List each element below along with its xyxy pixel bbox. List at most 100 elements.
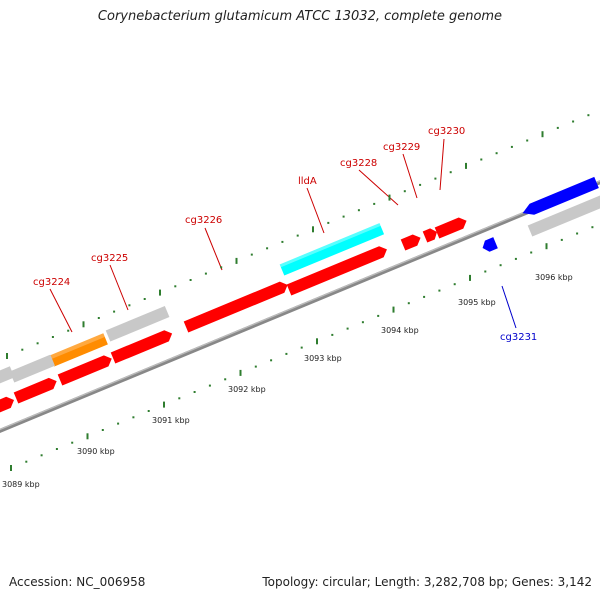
minor-tick (499, 264, 502, 267)
gene-leader-line (501, 285, 517, 329)
gene-reverse-arrow[interactable] (520, 176, 599, 219)
minor-tick (403, 190, 406, 193)
gene-feature-highlight (49, 333, 105, 360)
major-tick (541, 131, 544, 138)
genome-backbone (0, 117, 600, 435)
gene-label-llda[interactable]: lldA (298, 176, 317, 187)
kbp-label-3093: 3093 kbp (304, 354, 342, 363)
minor-tick (495, 152, 498, 155)
gene-cg3229-arrow[interactable] (422, 226, 440, 243)
minor-tick (36, 342, 39, 345)
minor-tick (484, 270, 487, 273)
minor-tick (331, 333, 334, 336)
gene-leader-line (204, 227, 223, 271)
minor-tick (556, 126, 559, 129)
minor-tick (419, 183, 422, 186)
major-tick (10, 465, 12, 471)
gene-cg3228-arrow[interactable] (400, 232, 423, 251)
major-tick (163, 401, 165, 408)
major-tick (239, 369, 242, 376)
gene-cg3226-arrow[interactable] (183, 279, 290, 333)
forward-tick-ring (6, 114, 590, 359)
kbp-label-3096: 3096 kbp (535, 273, 573, 282)
gene-label-cg3226[interactable]: cg3226 (185, 215, 222, 226)
major-tick (469, 274, 471, 281)
minor-tick (576, 232, 579, 235)
kbp-label-3090: 3090 kbp (77, 447, 115, 456)
minor-tick (220, 266, 223, 269)
minor-tick (55, 448, 58, 450)
major-tick (82, 321, 85, 328)
minor-tick (113, 310, 116, 313)
topology-label: Topology: circular; Length: 3,282,708 bp… (262, 575, 592, 589)
minor-tick (147, 410, 150, 412)
minor-tick (587, 114, 590, 117)
gene-grey-block[interactable] (0, 366, 15, 387)
minor-tick (128, 304, 131, 307)
minor-tick (117, 422, 120, 425)
gene-forward-arrow[interactable] (13, 376, 59, 404)
minor-tick (449, 171, 452, 174)
minor-tick (97, 317, 100, 319)
gene-label-cg3231[interactable]: cg3231 (500, 332, 537, 343)
minor-tick (71, 441, 74, 444)
kbp-label-3095: 3095 kbp (458, 298, 496, 307)
gene-leader-line (402, 153, 418, 199)
minor-tick (143, 298, 146, 300)
minor-tick (101, 429, 104, 431)
minor-tick (132, 416, 135, 419)
gene-forward-arrow[interactable] (57, 353, 114, 386)
gene-label-cg3228[interactable]: cg3228 (340, 158, 377, 169)
major-tick (545, 243, 548, 250)
minor-tick (189, 279, 192, 281)
kbp-label-3092: 3092 kbp (228, 385, 266, 394)
minor-tick (270, 359, 273, 362)
major-tick (312, 226, 314, 233)
minor-tick (373, 202, 376, 205)
gene-grey-block[interactable] (527, 194, 600, 237)
gene-label-cg3230[interactable]: cg3230 (428, 126, 465, 137)
gene-label-cg3224[interactable]: cg3224 (33, 277, 70, 288)
minor-tick (346, 327, 349, 330)
minor-tick (178, 397, 181, 400)
gene-forward-arrow[interactable] (0, 395, 16, 416)
minor-tick (300, 346, 303, 349)
gene-leader-line (439, 138, 445, 191)
minor-tick (526, 139, 529, 142)
minor-tick (453, 283, 456, 286)
gene-cg3231-arrow[interactable] (480, 237, 498, 253)
minor-tick (40, 454, 43, 457)
gene-leader-line (109, 264, 129, 311)
gene-forward-arrow[interactable] (286, 244, 390, 296)
major-tick (159, 289, 161, 296)
minor-tick (357, 209, 360, 212)
minor-tick (407, 302, 410, 305)
major-tick (86, 433, 89, 440)
gene-llda-block[interactable] (279, 223, 385, 276)
gene-cg3230-arrow[interactable] (434, 215, 469, 239)
major-tick (235, 257, 238, 264)
minor-tick (250, 253, 253, 256)
genome-backbone-highlight (0, 117, 600, 433)
gene-cg3225-block[interactable] (105, 305, 170, 342)
gene-cg3224-block[interactable] (49, 333, 108, 367)
minor-tick (572, 120, 575, 123)
minor-tick (510, 145, 513, 148)
gene-label-cg3225[interactable]: cg3225 (91, 253, 128, 264)
kbp-label-3091: 3091 kbp (152, 416, 190, 425)
gene-label-cg3229[interactable]: cg3229 (383, 142, 420, 153)
major-tick (465, 162, 467, 169)
minor-tick (266, 247, 269, 250)
minor-tick (327, 221, 330, 224)
minor-tick (285, 352, 288, 355)
minor-tick (193, 391, 196, 393)
minor-tick (480, 158, 483, 161)
minor-tick (296, 234, 299, 237)
major-tick (316, 338, 318, 345)
gene-grey-block[interactable] (9, 354, 55, 383)
minor-tick (204, 272, 207, 275)
gene-forward-arrow[interactable] (110, 328, 175, 364)
kbp-label-3089: 3089 kbp (2, 480, 40, 489)
gene-leader-line (306, 187, 325, 234)
